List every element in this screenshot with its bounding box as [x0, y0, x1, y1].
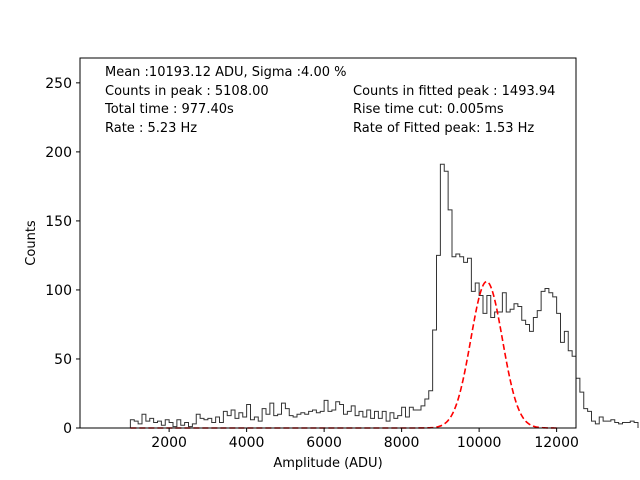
x-tick-label: 6000 — [306, 435, 342, 451]
x-axis-title: Amplitude (ADU) — [273, 456, 382, 471]
histogram-series — [129, 163, 639, 428]
gaussian-fit-series — [130, 280, 557, 429]
annotation-mean-sigma: Mean :10193.12 ADU, Sigma :4.00 % — [105, 65, 346, 80]
y-tick-label: 0 — [63, 421, 72, 437]
annotation-rate-fitted-peak: Rate of Fitted peak: 1.53 Hz — [353, 121, 534, 136]
x-tick-label: 2000 — [151, 435, 187, 451]
y-tick-label: 200 — [45, 145, 72, 161]
x-tick-label: 10000 — [457, 435, 502, 451]
y-tick-label: 100 — [45, 283, 72, 299]
x-tick-label: 8000 — [384, 435, 420, 451]
x-tick-label: 12000 — [534, 435, 579, 451]
annotation-rise-time-cut: Rise time cut: 0.005ms — [353, 102, 504, 117]
y-axis-ticks: 0 50 100 150 200 250 — [45, 76, 80, 437]
y-tick-label: 50 — [54, 352, 72, 368]
annotation-counts-in-peak: Counts in peak : 5108.00 — [105, 84, 269, 99]
plot-content — [129, 163, 639, 429]
y-axis-title: Counts — [24, 220, 39, 266]
x-axis-ticks: 2000 4000 6000 8000 10000 12000 — [151, 428, 579, 451]
y-tick-label: 150 — [45, 214, 72, 230]
annotation-total-time: Total time : 977.40s — [104, 102, 234, 117]
annotation-rate: Rate : 5.23 Hz — [105, 121, 197, 136]
axes-frame — [79, 57, 577, 429]
annotation-counts-fitted-peak: Counts in fitted peak : 1493.94 — [353, 84, 555, 99]
y-tick-label: 250 — [45, 76, 72, 92]
x-tick-label: 4000 — [229, 435, 265, 451]
